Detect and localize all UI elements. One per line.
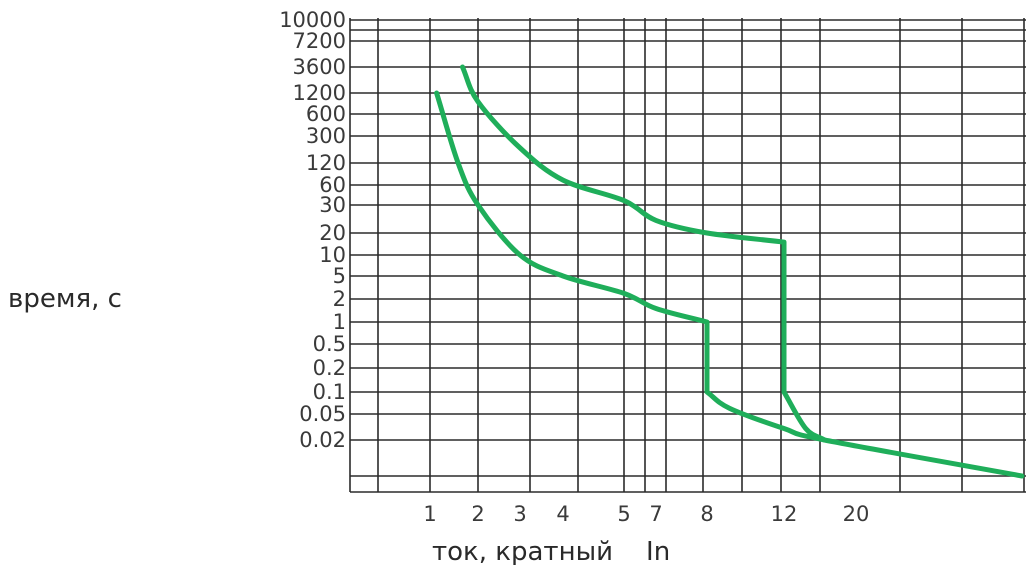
y-tick-label: 600 [306, 102, 346, 126]
y-axis-title: время, с [8, 284, 122, 314]
horizontal-gridlines [350, 19, 1026, 493]
y-tick-label: 30 [319, 193, 346, 217]
y-tick-label: 3600 [293, 55, 346, 79]
y-tick-label: 1200 [293, 81, 346, 105]
y-tick-label: 300 [306, 124, 346, 148]
x-tick-label: 8 [700, 502, 713, 526]
trip-curve-2 [460, 64, 827, 443]
y-tick-label: 0.05 [299, 402, 346, 426]
y-tick-label: 2 [333, 287, 346, 311]
x-tick-label: 20 [843, 502, 870, 526]
x-tick-labels: 1 2 3 4 5 7 8 12 20 [423, 502, 869, 526]
x-axis-title: ток, кратный In [432, 537, 670, 565]
y-tick-label: 1 [333, 310, 346, 334]
y-tick-label: 0.2 [313, 356, 346, 380]
y-tick-label: 20 [319, 221, 346, 245]
y-tick-label: 5 [333, 264, 346, 288]
x-tick-label: 12 [771, 502, 798, 526]
y-tick-label: 0.02 [299, 428, 346, 452]
y-tick-label: 10 [319, 243, 346, 267]
y-tick-label: 0.5 [313, 332, 346, 356]
trip-curves [434, 64, 1025, 479]
x-tick-label: 5 [617, 502, 630, 526]
x-tick-label: 7 [649, 502, 662, 526]
y-tick-label: 0.1 [313, 380, 346, 404]
x-tick-label: 1 [423, 502, 436, 526]
x-tick-label: 4 [556, 502, 569, 526]
trip-curve-1 [434, 90, 1025, 479]
y-tick-label: 10000 [279, 8, 346, 32]
y-tick-label: 120 [306, 151, 346, 175]
y-tick-label: 60 [319, 173, 346, 197]
x-tick-label: 3 [513, 502, 526, 526]
y-tick-label: 7200 [293, 29, 346, 53]
x-tick-label: 2 [471, 502, 484, 526]
